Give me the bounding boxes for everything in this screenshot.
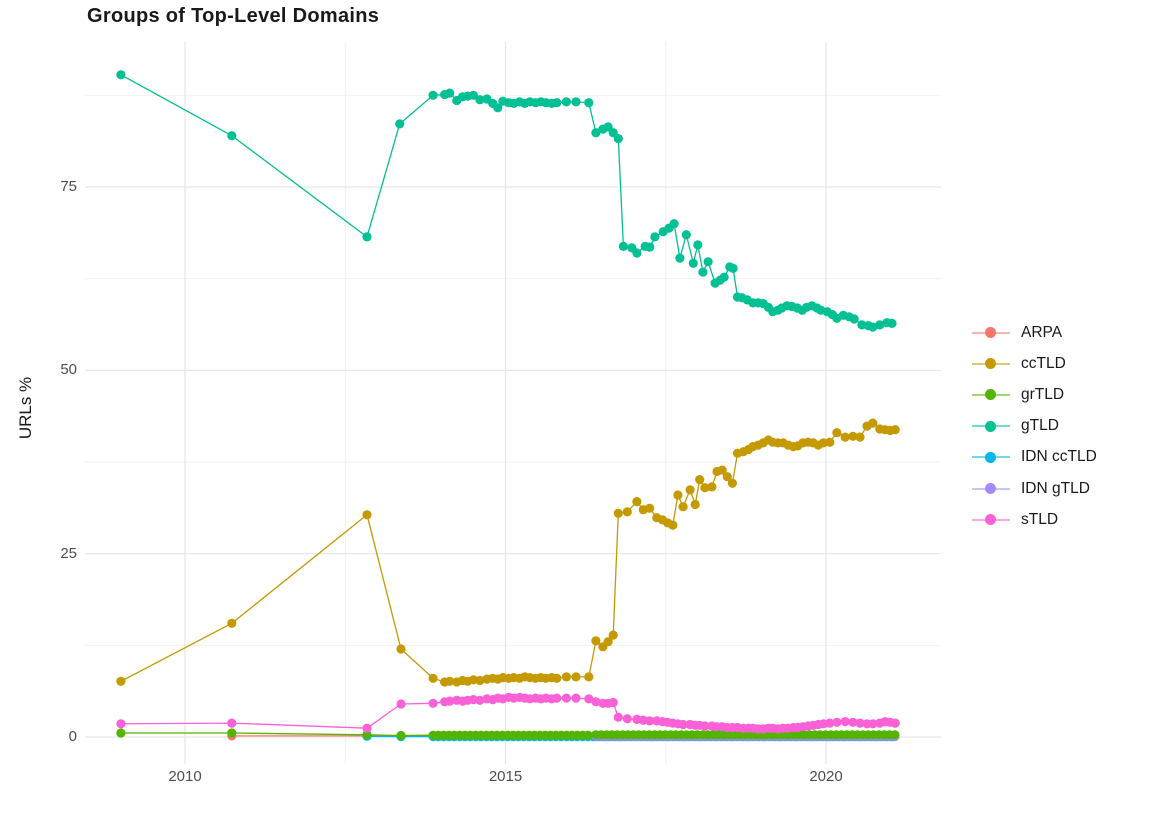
series-grtld-points [116, 728, 900, 741]
legend-label: gTLD [1021, 417, 1059, 435]
legend-key-idn-gtld-icon [972, 483, 1010, 495]
legend-item-gtld: gTLD [972, 411, 1097, 442]
legend-label: IDN ccTLD [1021, 448, 1097, 466]
series-cctld-points [116, 418, 900, 687]
legend-key-arpa-icon [972, 327, 1010, 339]
legend-item-cctld: ccTLD [972, 348, 1097, 379]
chart-title: Groups of Top-Level Domains [87, 5, 380, 27]
legend: ARPA ccTLD grTLD gTLD IDN ccTLD IDN gTLD sTLD [972, 317, 1097, 535]
legend-label: grTLD [1021, 385, 1065, 403]
y-axis-title: URLs % [16, 376, 35, 440]
series-gtld-points [116, 70, 897, 332]
series-cctld [116, 418, 900, 687]
legend-item-stld: sTLD [972, 504, 1097, 535]
x-tick-label-2010: 2010 [168, 768, 202, 785]
plot-panel [85, 42, 941, 764]
legend-item-idn-gtld: IDN gTLD [972, 473, 1097, 504]
y-tick-label-50: 50 [60, 361, 77, 379]
series-stld-line [120, 696, 896, 730]
gridlines-major [85, 42, 941, 764]
series-gtld [116, 70, 897, 332]
legend-key-cctld-icon [972, 358, 1010, 370]
legend-label: ccTLD [1021, 354, 1066, 372]
series-stld-points [116, 692, 900, 734]
y-tick-label-0: 0 [68, 728, 77, 745]
legend-key-idn-cctld-icon [972, 451, 1010, 463]
y-tick-label-25: 25 [60, 544, 77, 562]
legend-item-grtld: grTLD [972, 379, 1097, 410]
legend-label: ARPA [1021, 323, 1063, 341]
gridlines-minor [85, 42, 941, 764]
x-tick-label-2015: 2015 [488, 768, 523, 785]
y-tick-label-75: 75 [60, 178, 77, 195]
legend-item-idn-cctld: IDN ccTLD [972, 442, 1097, 473]
series-gtld-line [120, 74, 893, 328]
legend-item-arpa: ARPA [972, 317, 1097, 348]
legend-key-stld-icon [972, 514, 1010, 526]
legend-label: sTLD [1021, 510, 1059, 528]
series-grtld [116, 728, 900, 741]
legend-key-gtld-icon [972, 420, 1010, 432]
legend-label: IDN gTLD [1021, 479, 1090, 497]
x-tick-label-2020: 2020 [809, 768, 843, 785]
legend-key-grtld-icon [972, 389, 1010, 401]
series-stld [116, 692, 900, 734]
